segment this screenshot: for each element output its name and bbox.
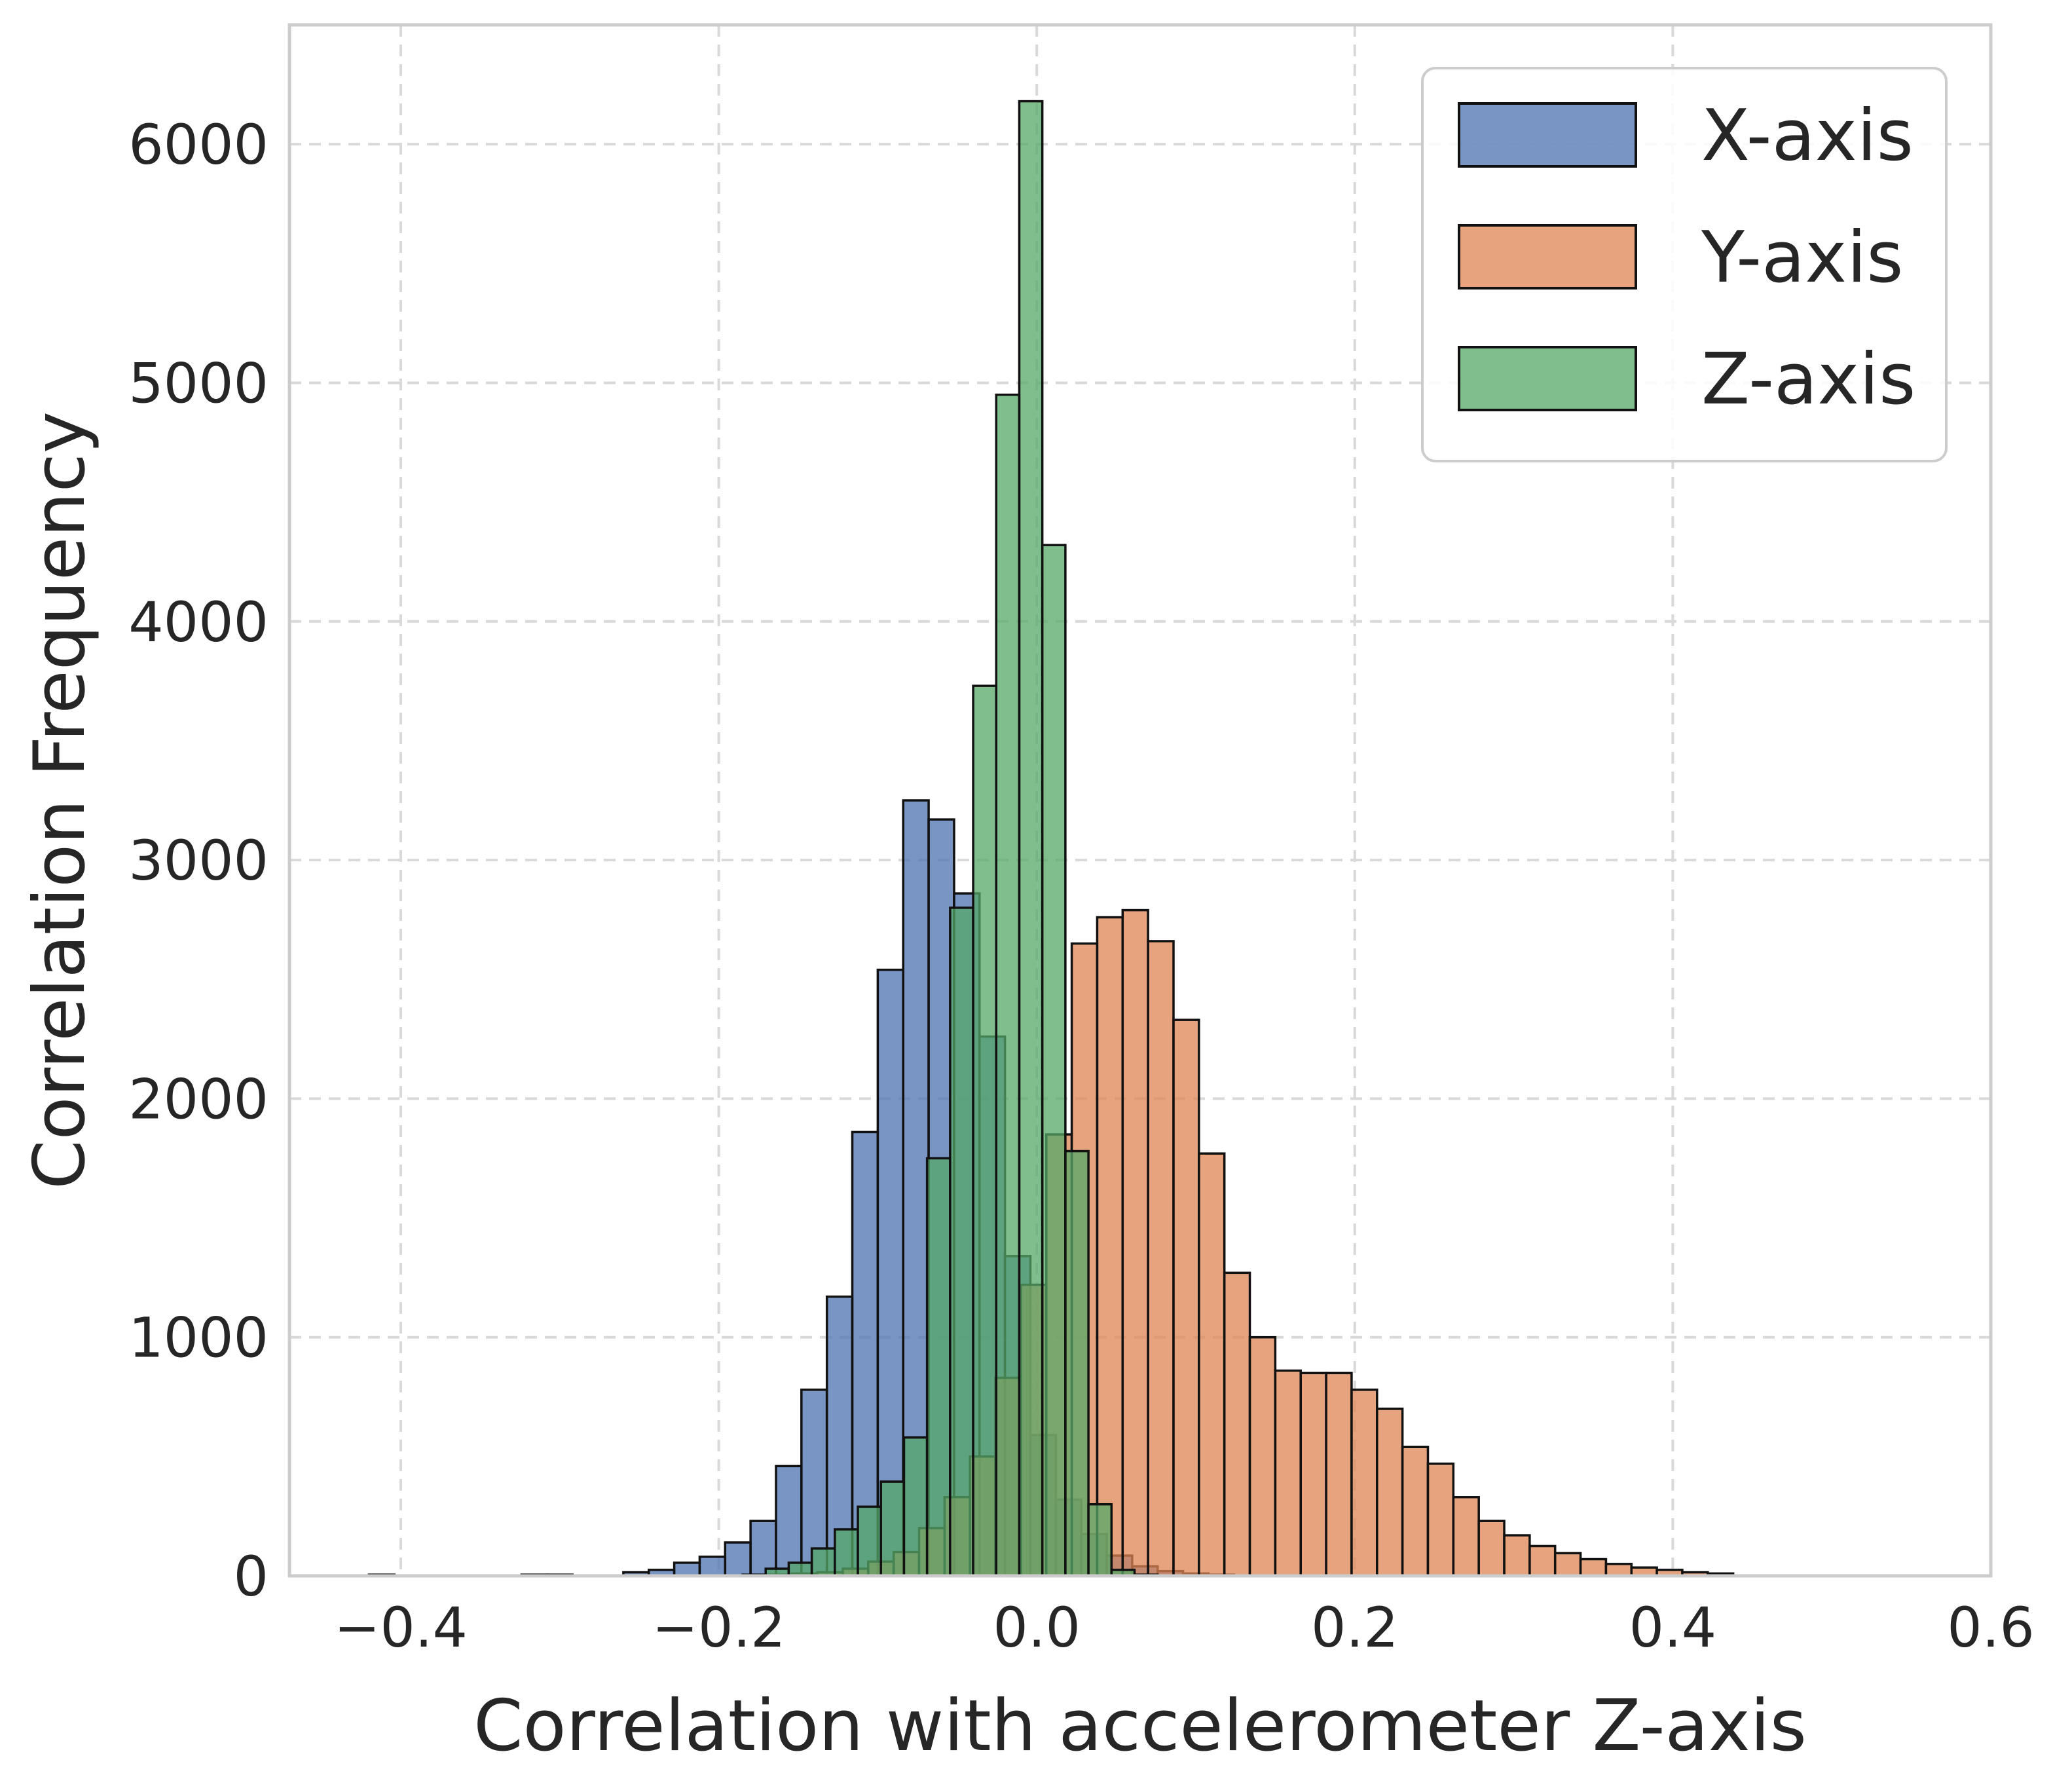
histogram-bar xyxy=(1147,940,1175,1577)
histogram-bar xyxy=(902,1436,929,1577)
histogram-bar xyxy=(1426,1463,1455,1577)
y-tick-label: 3000 xyxy=(128,829,268,893)
histogram-bar xyxy=(1528,1544,1557,1577)
histogram-bar xyxy=(1096,916,1124,1577)
x-axis-ticks: −0.4 −0.2 0.0 0.2 0.4 0.6 xyxy=(334,1596,2035,1660)
x-tick-label: 0.6 xyxy=(1947,1596,2035,1660)
histogram-bar xyxy=(1604,1563,1633,1577)
histogram-bar xyxy=(1041,544,1067,1577)
legend: X-axis Y-axis Z-axis xyxy=(1421,67,1948,462)
series-z-axis xyxy=(741,100,1159,1577)
legend-swatch xyxy=(1458,346,1637,411)
histogram-bar xyxy=(724,1541,752,1577)
legend-label: X-axis xyxy=(1701,95,1914,177)
y-tick-label: 1000 xyxy=(128,1306,268,1370)
histogram-bar xyxy=(1376,1408,1404,1577)
y-tick-label: 5000 xyxy=(128,351,268,415)
histogram-bar xyxy=(1477,1520,1506,1577)
x-tick-label: −0.2 xyxy=(652,1596,786,1660)
x-tick-label: 0.0 xyxy=(993,1596,1081,1660)
histogram-bar xyxy=(810,1547,836,1577)
histogram-bar xyxy=(1018,100,1044,1577)
x-tick-label: −0.4 xyxy=(334,1596,468,1660)
histogram-bar xyxy=(1553,1552,1582,1577)
histogram-bar xyxy=(1452,1496,1480,1577)
plot-frame xyxy=(287,23,1993,1578)
legend-swatch xyxy=(1458,102,1637,168)
histogram-bar xyxy=(1401,1446,1430,1577)
histogram-bar xyxy=(1064,1149,1090,1577)
histogram-bar xyxy=(949,906,974,1577)
legend-label: Z-axis xyxy=(1701,339,1915,420)
histogram-bar xyxy=(698,1556,727,1577)
histogram-bar xyxy=(1248,1335,1277,1577)
histogram-bar xyxy=(749,1520,777,1577)
histogram-bar xyxy=(925,1157,952,1577)
y-tick-label: 4000 xyxy=(128,590,268,654)
y-axis-title: Correlation Frequency xyxy=(19,411,101,1189)
histogram-bar xyxy=(1299,1372,1327,1577)
histogram-bar xyxy=(1121,908,1149,1577)
x-tick-label: 0.2 xyxy=(1311,1596,1399,1660)
legend-label: Y-axis xyxy=(1701,217,1904,299)
histogram-bar xyxy=(1087,1503,1113,1577)
histogram-bar xyxy=(1274,1369,1302,1577)
x-axis-title: Correlation with accelerometer Z-axis xyxy=(473,1685,1807,1767)
histogram-bar xyxy=(995,393,1021,1577)
histogram-bar xyxy=(879,1480,906,1577)
histogram-bar xyxy=(972,684,998,1577)
histogram-bar xyxy=(1579,1558,1608,1577)
legend-swatch xyxy=(1458,224,1637,289)
y-tick-label: 0 xyxy=(234,1544,268,1609)
y-tick-label: 2000 xyxy=(128,1067,268,1131)
histogram-bars xyxy=(367,100,1735,1577)
histogram-bar xyxy=(834,1528,859,1577)
histogram-bar xyxy=(775,1465,803,1577)
y-axis-ticks: 0 1000 2000 3000 4000 5000 6000 xyxy=(128,113,268,1609)
histogram-bar xyxy=(857,1505,882,1577)
histogram-bar xyxy=(1172,1018,1200,1577)
histogram-bar xyxy=(1223,1271,1251,1577)
histogram-bar xyxy=(1325,1372,1353,1577)
histogram-bar xyxy=(1503,1534,1531,1577)
histogram-bar xyxy=(673,1561,701,1577)
histogram-bar xyxy=(1350,1389,1378,1577)
histogram-bar xyxy=(1198,1152,1226,1577)
x-tick-label: 0.4 xyxy=(1629,1596,1717,1660)
histogram-bar xyxy=(787,1561,813,1577)
y-tick-label: 6000 xyxy=(128,113,268,177)
